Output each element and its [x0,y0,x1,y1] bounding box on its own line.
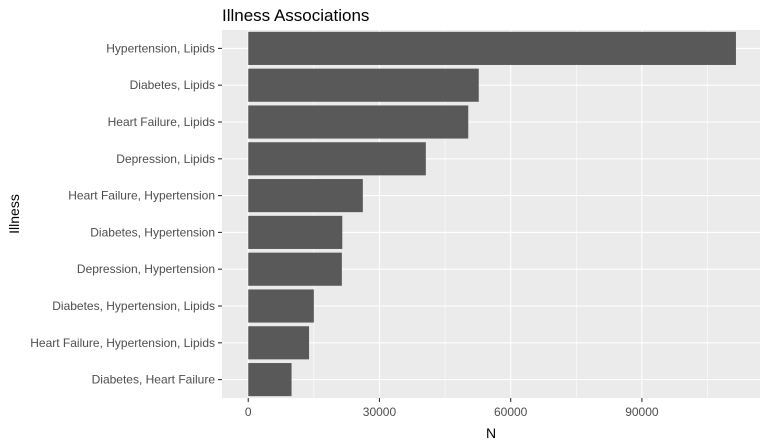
y-tick-label: Depression, Lipids [116,152,215,166]
y-tick-label: Diabetes, Lipids [130,78,215,92]
chart-title: Illness Associations [222,6,369,25]
x-tick-label: 60000 [494,405,528,419]
x-axis: 0 30000 60000 90000 [245,398,659,419]
bar [248,105,469,139]
bar [248,142,426,176]
y-tick-label: Diabetes, Hypertension, Lipids [52,299,215,313]
y-tick-label: Heart Failure, Hypertension [68,189,215,203]
bar [248,252,342,286]
y-axis: Hypertension, Lipids Diabetes, Lipids Hear… [30,41,222,387]
y-tick-label: Depression, Hypertension [77,262,215,276]
bar [248,179,363,213]
bar [248,326,310,360]
y-axis-title: Illness [6,194,22,234]
bar [248,215,343,249]
bar [248,289,314,323]
y-tick-label: Hypertension, Lipids [106,41,215,55]
y-tick-label: Diabetes, Heart Failure [92,373,216,387]
bars-group [248,31,736,397]
x-tick-label: 30000 [363,405,397,419]
bar [248,68,479,102]
x-tick-label: 90000 [625,405,659,419]
y-tick-label: Diabetes, Hypertension [90,225,215,239]
bar [248,31,736,65]
bar [248,363,292,397]
x-tick-label: 0 [245,405,252,419]
y-tick-label: Heart Failure, Lipids [108,115,215,129]
y-tick-label: Heart Failure, Hypertension, Lipids [30,336,215,350]
x-axis-title: N [486,425,496,441]
